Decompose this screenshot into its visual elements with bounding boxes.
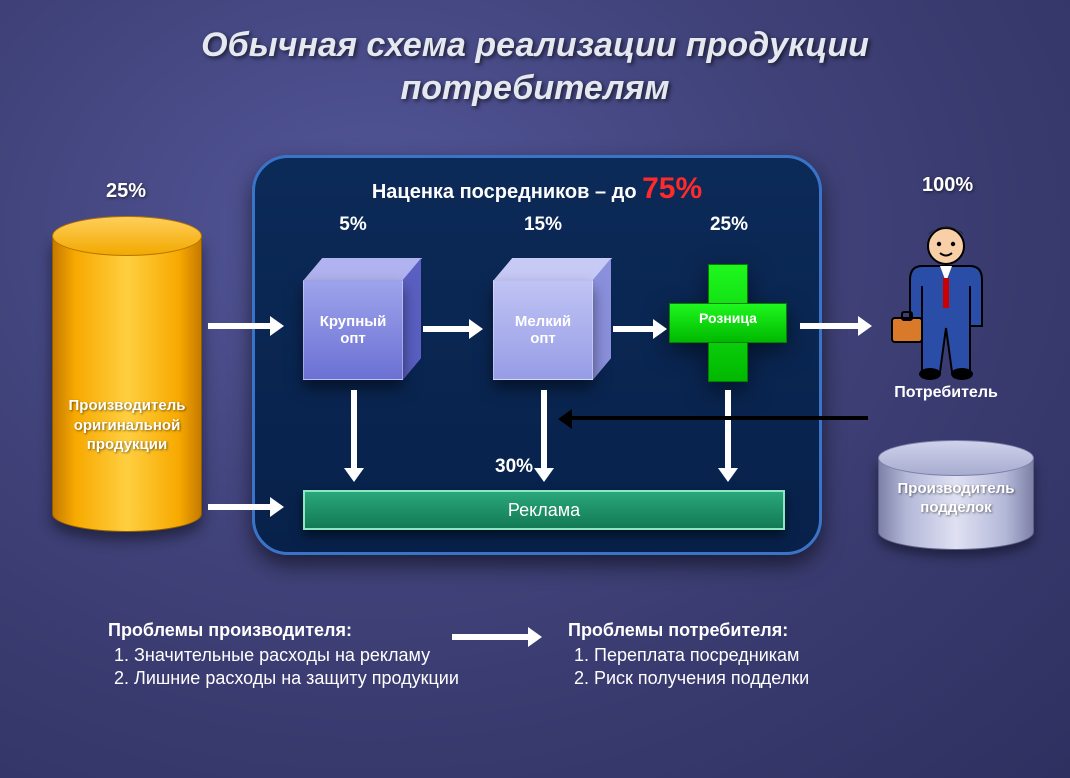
producer-pct: 25% [106,180,146,203]
problems-producer: Проблемы производителя: Значительные рас… [108,620,508,691]
arrow-retail-to-ad [725,390,731,468]
node-wholesale-small: Мелкий опт [493,280,593,380]
node-label: Розница [669,310,787,326]
arrow-large-to-ad [351,390,357,468]
problems-consumer-heading: Проблемы потребителя: [568,620,968,641]
arrow-producer-to-ad [208,504,270,510]
arrow-problems [452,634,528,640]
fakes-cylinder-top [878,440,1034,476]
problems-consumer: Проблемы потребителя: Переплата посредни… [568,620,968,691]
title-line-1: Обычная схема реализации продукции [201,26,869,64]
arrow-small-to-retail [613,326,653,332]
consumer-pct: 100% [922,174,973,197]
node-pct-retail: 25% [679,214,779,236]
arrow-retail-to-consumer [800,323,858,329]
title-line-2: потребителям [400,69,669,107]
panel-emph-pct: 75% [642,172,702,205]
node-pct-small: 15% [493,214,593,236]
arrow-small-to-ad [541,390,547,468]
producer-cylinder [52,236,202,532]
middlemen-panel: Наценка посредников – до 75% 5% 15% 25% … [252,155,822,555]
arrow-producer-to-large [208,323,270,329]
problems-consumer-item: Риск получения подделки [594,668,968,689]
problems-producer-item: Лишние расходы на защиту продукции [134,668,508,689]
node-pct-large: 5% [303,214,403,236]
ad-bar: Реклама [303,490,785,530]
ad-label: Реклама [508,500,580,521]
panel-title: Наценка посредников – до 75% [255,172,819,206]
fakes-label: Производитель подделок [878,480,1034,518]
producer-cylinder-top [52,216,202,256]
arrow-large-to-small [423,326,469,332]
node-wholesale-large: Крупный опт [303,280,403,380]
consumer-label: Потребитель [856,384,1036,402]
consumer-icon [886,222,1006,382]
problems-producer-item: Значительные расходы на рекламу [134,645,508,666]
node-label: Мелкий опт [515,313,571,347]
node-retail: Розница [669,264,787,382]
ad-pct: 30% [495,456,533,478]
slide-title: Обычная схема реализации продукции потре… [0,24,1070,109]
problems-producer-heading: Проблемы производителя: [108,620,508,641]
problems-consumer-item: Переплата посредникам [594,645,968,666]
producer-label: Производитель оригинальной продукции [52,396,202,455]
node-label: Крупный опт [320,313,387,347]
arrow-fakes-to-chain [572,416,868,420]
